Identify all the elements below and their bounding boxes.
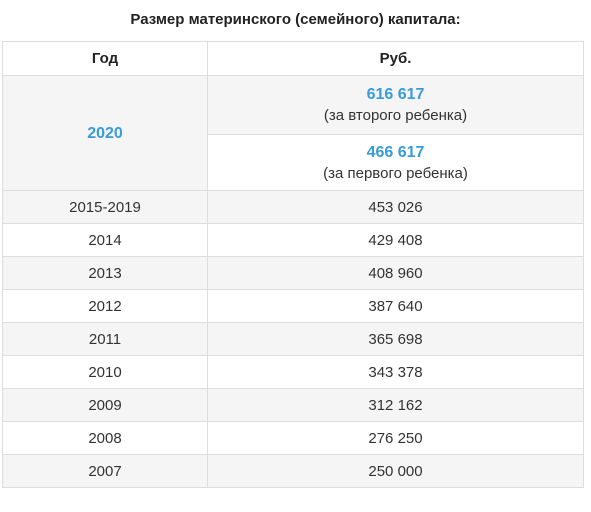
amount-cell-second-child: 616 617 (за второго ребенка)	[207, 75, 584, 135]
table-row: 2014 429 408	[2, 223, 584, 257]
table-row: 2011 365 698	[2, 322, 584, 356]
year-cell: 2015-2019	[2, 190, 208, 224]
amount-second-child: 616 617	[366, 86, 425, 103]
table-row: 2015-2019 453 026	[2, 190, 584, 224]
note-second-child: (за второго ребенка)	[323, 107, 468, 124]
amount-cell: 276 250	[207, 421, 584, 455]
table-row-2020: 2020 616 617 (за второго ребенка)	[2, 75, 584, 191]
table-row: 2007 250 000	[2, 454, 584, 488]
amount-cell: 453 026	[207, 190, 584, 224]
amount-cell: 365 698	[207, 322, 584, 356]
table-row: 2013 408 960	[2, 256, 584, 290]
amount-cell: 312 162	[207, 388, 584, 422]
table-row: 2008 276 250	[2, 421, 584, 455]
table-row-2020-first: 466 617 (за первого ребенка)	[3, 134, 584, 191]
year-cell: 2013	[2, 256, 208, 290]
year-cell: 2014	[2, 223, 208, 257]
rub-column-header: Руб.	[207, 41, 584, 76]
table-row: 2012 387 640	[2, 289, 584, 323]
amount-cell-first-child: 466 617 (за первого ребенка)	[207, 134, 584, 191]
table-row: 2009 312 162	[2, 388, 584, 422]
header-row: Год Руб.	[2, 41, 584, 76]
amount-cell: 387 640	[207, 289, 584, 323]
year-cell: 2008	[2, 421, 208, 455]
amount-cell: 429 408	[207, 223, 584, 257]
year-column-header: Год	[2, 41, 208, 76]
year-cell: 2011	[2, 322, 208, 356]
year-cell-2020: 2020	[2, 75, 208, 191]
table-title: Размер материнского (семейного) капитала…	[130, 11, 461, 28]
year-2020-label: 2020	[87, 124, 123, 142]
table-row: 2010 343 378	[2, 355, 584, 389]
capital-table: Год Руб. 2020 616 617 (за второго ребенк…	[2, 41, 584, 488]
amount-cell: 343 378	[207, 355, 584, 389]
year-cell: 2009	[2, 388, 208, 422]
amount-cell: 408 960	[207, 256, 584, 290]
amount-cell: 250 000	[207, 454, 584, 488]
note-first-child: (за первого ребенка)	[323, 164, 468, 182]
year-cell: 2010	[2, 355, 208, 389]
amount-first-child: 466 617	[366, 143, 425, 161]
year-cell: 2012	[2, 289, 208, 323]
year-cell: 2007	[2, 454, 208, 488]
